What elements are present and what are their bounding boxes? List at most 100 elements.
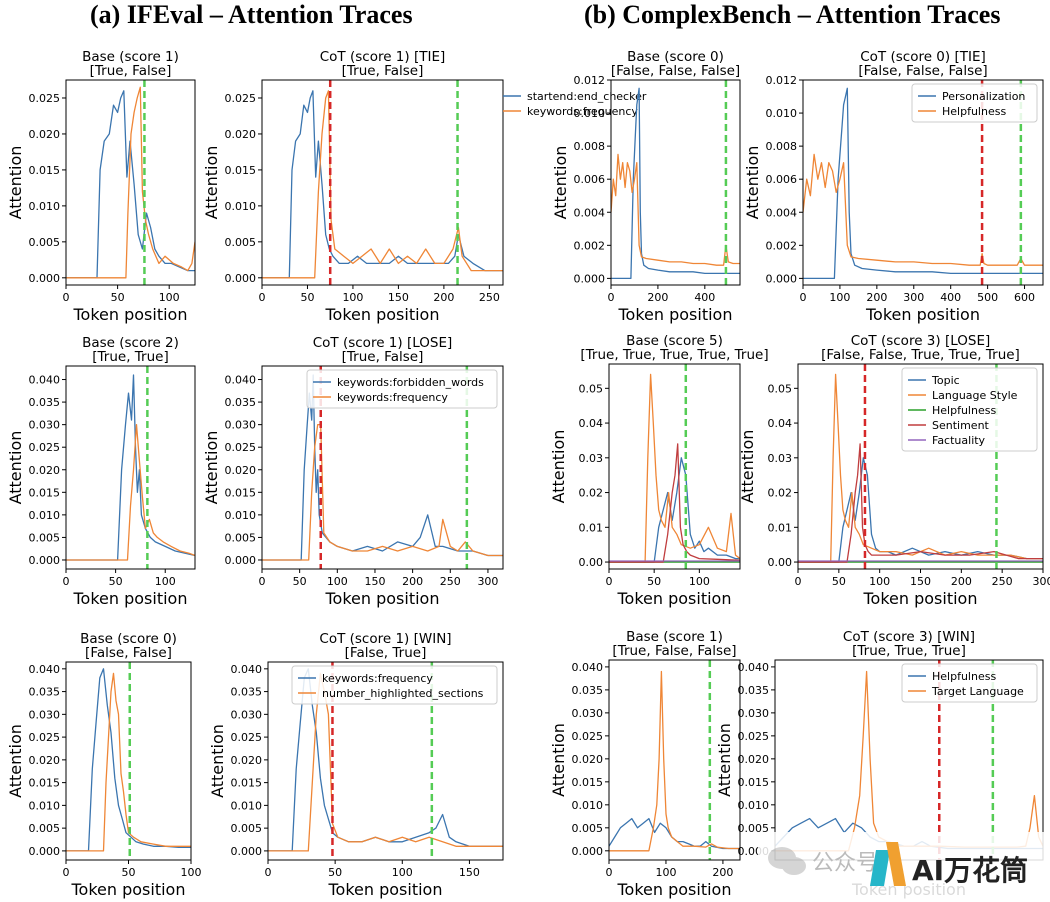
plot-frame [802, 79, 1044, 286]
series-line-blue [66, 90, 195, 279]
chart-panel-b-base-1: Base (score 0)[False, False, False] 0.000… [551, 49, 741, 324]
y-tick-label: 0.015 [738, 776, 770, 789]
y-tick-label: 0.010 [738, 799, 770, 812]
x-tick-label: 250 [992, 575, 1013, 588]
wechat-icon [768, 847, 806, 875]
y-tick-label: 0.030 [225, 419, 257, 432]
chart-subtitle: [True, True] [92, 349, 168, 365]
y-tick-label: 0.004 [766, 206, 798, 219]
y-tick-label: 0.015 [225, 486, 257, 499]
plot-frame [610, 79, 741, 286]
y-tick-label: 0.025 [225, 92, 257, 105]
y-tick-label: 0.010 [225, 200, 257, 213]
x-tick-label: 0 [63, 575, 70, 588]
chart-subtitle: [True, False] [342, 349, 424, 365]
y-tick-label: 0.025 [29, 92, 61, 105]
y-tick-label: 0.020 [738, 753, 770, 766]
series-line-orange [262, 90, 503, 279]
chart-panel-a-base-2: Base (score 2)[True, True] 0.000 0.005 0.01… [6, 335, 196, 608]
y-tick-label: 0.03 [768, 452, 793, 465]
y-tick-label: 0.005 [572, 822, 604, 835]
series-line-orange [611, 153, 740, 266]
y-tick-label: 0.020 [225, 128, 257, 141]
watermark-backdrop [758, 832, 1050, 902]
x-tick-label: 500 [977, 291, 998, 304]
chart-panel-b-cot-1: CoT (score 0) [TIE][False, False, False]… [743, 49, 1044, 324]
y-tick-label: 0.008 [574, 140, 606, 153]
y-tick-label: 0.00 [768, 556, 793, 569]
chart-title: Base (score 0) [627, 49, 724, 65]
section-title-complexbench: (b) ComplexBench – Attention Traces [584, 0, 1001, 29]
legend-label: keywords:frequency [322, 672, 433, 685]
series-line-red_series [798, 443, 1043, 563]
chart-title: CoT (score 0) [TIE] [860, 49, 986, 65]
legend-box [291, 665, 498, 705]
x-axis-label: Token position [617, 880, 732, 899]
chart-title: Base (score 1) [82, 49, 179, 65]
y-tick-label: 0.000 [574, 272, 606, 285]
y-tick-label: 0.025 [572, 730, 604, 743]
y-tick-label: 0.005 [225, 531, 257, 544]
y-axis-label: Attention [208, 724, 227, 798]
legend-label: Helpfulness [932, 670, 996, 683]
series-line-red_series [609, 443, 740, 563]
y-axis-label: Attention [6, 724, 25, 798]
x-tick-label: 50 [293, 575, 307, 588]
chart-subtitle: [True, True, True] [852, 643, 966, 659]
x-tick-label: 400 [940, 291, 961, 304]
chart-subtitle: [False, False] [85, 645, 172, 661]
x-tick-label: 0 [63, 866, 70, 879]
y-axis-label: Attention [6, 146, 25, 220]
x-tick-label: 100 [155, 575, 176, 588]
x-axis-label: Token position [863, 589, 978, 608]
y-tick-label: 0.000 [225, 554, 257, 567]
chart-subtitle: [True, False] [342, 63, 424, 79]
y-tick-label: 0.015 [29, 486, 61, 499]
y-tick-label: 0.000 [29, 554, 61, 567]
x-axis-label: Token position [617, 589, 732, 608]
x-tick-label: 50 [647, 575, 661, 588]
x-tick-label: 0 [800, 291, 807, 304]
series-line-orange [66, 672, 191, 852]
x-tick-label: 50 [832, 575, 846, 588]
y-tick-label: 0.000 [572, 845, 604, 858]
chart-subtitle: [False, True] [345, 645, 427, 661]
x-tick-label: 150 [910, 575, 931, 588]
chart-panel-a-base-3: Base (score 0)[False, False] 0.000 0.005 0.… [6, 631, 202, 899]
y-tick-label: 0.01 [579, 521, 604, 534]
x-tick-label: 100 [869, 575, 890, 588]
legend-label: keywords:frequency [337, 391, 448, 404]
x-tick-label: 100 [655, 866, 676, 879]
chart-title: CoT (score 1) [WIN] [319, 631, 451, 647]
y-tick-label: 0.020 [29, 128, 61, 141]
y-tick-label: 0.012 [574, 74, 606, 87]
x-tick-label: 250 [440, 575, 461, 588]
y-tick-label: 0.020 [231, 754, 263, 767]
chart-subtitle: [False, False, True, True, True] [821, 347, 1020, 363]
y-tick-label: 0.040 [738, 661, 770, 674]
y-axis-label: Attention [549, 430, 568, 504]
x-tick-label: 600 [1014, 291, 1035, 304]
y-tick-label: 0.035 [29, 396, 61, 409]
y-tick-label: 0.025 [225, 441, 257, 454]
chart-subtitle: [False, False, False] [858, 63, 987, 79]
y-tick-label: 0.04 [579, 417, 604, 430]
legend-label: Language Style [932, 389, 1018, 402]
legend: Helpfulness Target Language [901, 663, 1038, 703]
y-tick-label: 0.040 [231, 663, 263, 676]
y-tick-label: 0.006 [574, 173, 606, 186]
legend: Topic Language Style Helpfulness Sentiment F… [901, 367, 1038, 452]
section-title-ifeval: (a) IFEval – Attention Traces [90, 0, 413, 29]
y-tick-label: 0.020 [572, 753, 604, 766]
legend-label: keywords:forbidden_words [337, 376, 484, 389]
x-tick-label: 100 [181, 866, 202, 879]
y-tick-label: 0.008 [766, 140, 798, 153]
legend: keywords:forbidden_words keywords:frequen… [306, 369, 498, 409]
plot-frame [261, 365, 504, 570]
x-axis-label: Token position [71, 880, 186, 899]
x-tick-label: 100 [392, 866, 413, 879]
x-tick-label: 300 [477, 575, 498, 588]
plot-frame [261, 79, 504, 286]
series-line-blue [609, 457, 740, 563]
